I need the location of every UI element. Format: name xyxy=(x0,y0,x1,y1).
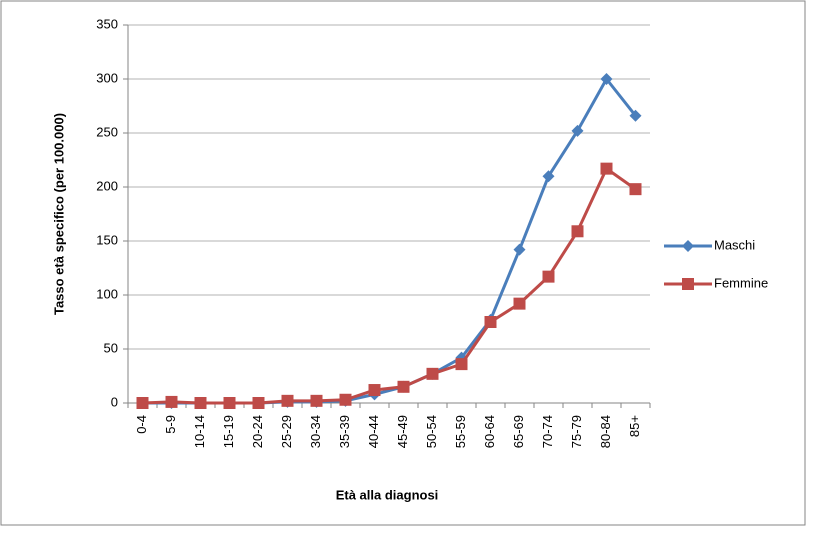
x-tick-label: 25-29 xyxy=(279,415,294,448)
x-tick-label: 50-54 xyxy=(424,415,439,448)
data-point xyxy=(682,240,694,252)
data-point xyxy=(136,397,149,409)
legend-label: Maschi xyxy=(714,237,755,252)
data-point xyxy=(513,243,526,256)
x-tick-label: 60-64 xyxy=(482,415,497,448)
y-tick-label: 200 xyxy=(96,178,118,193)
x-tick-label: 45-49 xyxy=(395,415,410,448)
x-tick-label: 15-19 xyxy=(221,415,236,448)
data-point xyxy=(484,316,497,328)
data-point xyxy=(252,397,265,409)
x-tick-label: 0-4 xyxy=(134,415,149,434)
data-point xyxy=(339,393,352,406)
y-tick-label: 300 xyxy=(96,70,118,85)
chart-border xyxy=(0,0,806,526)
data-point xyxy=(397,380,410,393)
data-point xyxy=(542,270,555,283)
x-tick-label: 80-84 xyxy=(598,415,613,448)
data-point xyxy=(455,358,468,371)
y-axis-label: Tasso età specifico (per 100.000) xyxy=(51,113,66,315)
x-tick-label: 10-14 xyxy=(192,415,207,448)
y-tick-label: 0 xyxy=(111,394,118,409)
x-tick-label: 35-39 xyxy=(337,415,352,448)
y-tick-label: 100 xyxy=(96,286,118,301)
x-tick-label: 5-9 xyxy=(163,415,178,434)
x-tick-label: 20-24 xyxy=(250,415,265,448)
y-tick-label: 350 xyxy=(96,16,118,31)
y-tick-label: 150 xyxy=(96,232,118,247)
data-point xyxy=(223,397,236,409)
x-tick-label: 85+ xyxy=(627,415,642,437)
data-point xyxy=(629,109,642,122)
data-point xyxy=(194,397,207,409)
x-tick-label: 55-59 xyxy=(453,415,468,448)
data-point xyxy=(629,183,642,196)
data-point xyxy=(513,297,526,310)
data-point xyxy=(571,225,584,238)
data-point xyxy=(368,384,381,397)
x-tick-label: 30-34 xyxy=(308,415,323,448)
x-axis-label: Età alla diagnosi xyxy=(336,487,439,502)
data-point xyxy=(426,367,439,380)
x-tick-label: 70-74 xyxy=(540,415,555,448)
x-tick-label: 40-44 xyxy=(366,415,381,448)
y-tick-label: 250 xyxy=(96,124,118,139)
data-point xyxy=(600,162,613,175)
y-tick-label: 50 xyxy=(104,340,118,355)
x-tick-label: 65-69 xyxy=(511,415,526,448)
x-tick-label: 75-79 xyxy=(569,415,584,448)
legend-label: Femmine xyxy=(714,275,768,290)
data-point xyxy=(165,395,178,408)
data-point xyxy=(281,394,294,407)
data-point xyxy=(600,73,613,85)
data-point xyxy=(310,394,323,407)
data-point xyxy=(682,278,694,290)
data-point xyxy=(542,170,555,183)
data-point xyxy=(571,124,584,137)
